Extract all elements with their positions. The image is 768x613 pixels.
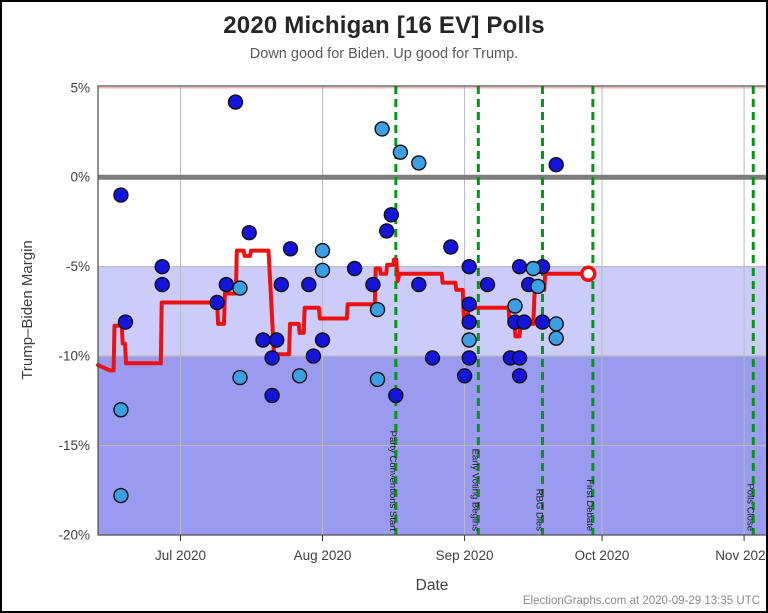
- poll-dot-dark: [511, 350, 528, 366]
- poll-dot-dark: [534, 314, 551, 330]
- poll-dot-light: [369, 371, 386, 388]
- poll-dot-dark: [411, 276, 427, 293]
- y-tick-label: -10%: [58, 349, 90, 364]
- poll-dot-dark: [227, 94, 244, 110]
- poll-dot-light: [369, 301, 386, 318]
- poll-dot-dark: [264, 350, 280, 366]
- poll-dot-dark: [365, 276, 381, 293]
- event-label: Party Conventions Start: [387, 431, 398, 532]
- chart-layers: 5% 0% -5% -10% -15% -20% Jul 2020 Aug 2020 Sep 2…: [58, 80, 768, 563]
- band-weak-biden: [98, 266, 766, 357]
- poll-dot-dark: [424, 350, 441, 366]
- poll-dot-dark: [113, 187, 129, 203]
- poll-dot-dark: [269, 332, 285, 348]
- poll-dot-dark: [255, 332, 271, 348]
- poll-dot-dark: [305, 348, 322, 364]
- y-axis-title: Trump–Biden Margin: [19, 240, 36, 380]
- poll-dot-dark: [511, 259, 528, 275]
- poll-dot-light: [314, 262, 331, 278]
- poll-dot-dark: [388, 387, 404, 404]
- event-label: First Debate: [584, 479, 595, 531]
- x-tick-label: Nov 2020: [715, 548, 768, 563]
- poll-dot-dark: [154, 276, 170, 293]
- event-label: Early Voting Begins: [469, 449, 480, 532]
- poll-dot-dark: [443, 239, 459, 255]
- poll-dot-dark: [456, 368, 473, 384]
- y-tick-label: 5%: [70, 80, 90, 95]
- poll-dot-dark: [282, 241, 299, 257]
- poll-dot-dark: [241, 224, 257, 241]
- poll-dot-light: [525, 260, 541, 277]
- latest-average-marker: [580, 265, 597, 283]
- poll-dot-dark: [479, 276, 496, 293]
- poll-dot-light: [411, 155, 427, 171]
- poll-dot-dark: [383, 207, 399, 223]
- poll-dot-light: [374, 121, 390, 137]
- poll-dot-dark: [273, 276, 289, 293]
- poll-dot-dark: [264, 387, 280, 404]
- credit-line: ElectionGraphs.com at 2020-09-29 13:35 U…: [522, 595, 760, 607]
- poll-dot-dark: [154, 259, 170, 275]
- poll-dot-light: [392, 144, 409, 160]
- x-axis-title: Date: [416, 577, 449, 594]
- poll-dot-light: [314, 242, 331, 259]
- poll-dot-light: [232, 369, 248, 386]
- y-tick-label: 0%: [70, 170, 90, 185]
- poll-dot-dark: [511, 368, 528, 384]
- poll-dot-light: [461, 332, 477, 348]
- poll-dot-dark: [218, 276, 235, 293]
- event-label: Polls Close: [744, 483, 755, 531]
- poll-dot-dark: [516, 314, 532, 330]
- x-tick-label: Oct 2020: [575, 548, 630, 563]
- poll-dot-dark: [314, 332, 331, 348]
- poll-dot-light: [232, 280, 248, 296]
- poll-dot-dark: [548, 156, 564, 173]
- x-tick-label: Sep 2020: [436, 548, 494, 563]
- poll-dot-light: [507, 298, 523, 314]
- event-label: RBG Dies: [533, 489, 544, 531]
- y-tick-label: -5%: [66, 259, 90, 274]
- poll-dot-dark: [346, 260, 363, 277]
- poll-dot-dark: [461, 259, 477, 275]
- x-tick-label: Aug 2020: [294, 548, 352, 563]
- poll-dot-dark: [461, 296, 477, 312]
- poll-dot-light: [113, 487, 129, 504]
- poll-dot-dark: [379, 223, 395, 239]
- poll-dot-dark: [209, 294, 225, 311]
- average-line: [96, 248, 591, 373]
- y-tick-label: -20%: [58, 528, 90, 543]
- poll-dot-light: [548, 316, 564, 332]
- poll-dot-light: [291, 368, 308, 384]
- plot-border: [97, 85, 766, 536]
- poll-dot-dark: [301, 276, 317, 293]
- poll-dot-light: [548, 330, 564, 346]
- chart-title: 2020 Michigan [16 EV] Polls: [223, 12, 545, 39]
- poll-dot-light: [113, 402, 129, 418]
- poll-dot-light: [530, 278, 546, 295]
- poll-dot-dark: [461, 350, 477, 366]
- x-tick-label: Jul 2020: [155, 548, 206, 563]
- poll-dot-dark: [461, 314, 477, 330]
- poll-dot-dark: [117, 314, 134, 330]
- chart-subtitle: Down good for Biden. Up good for Trump.: [249, 46, 519, 62]
- y-tick-label: -15%: [58, 438, 90, 453]
